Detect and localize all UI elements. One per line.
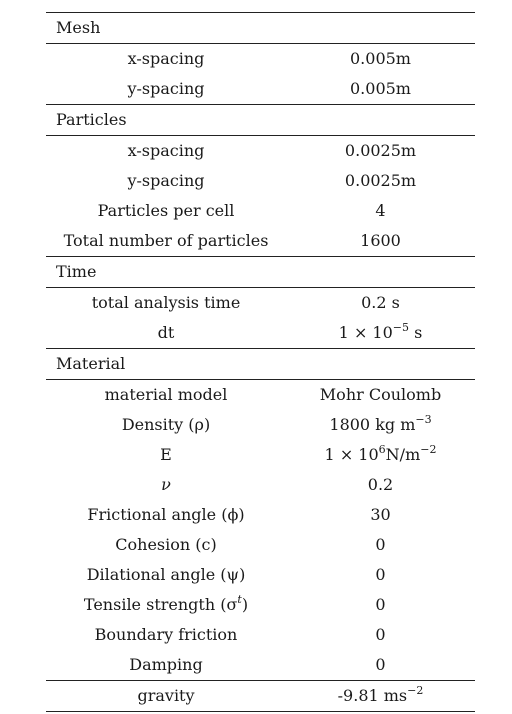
table-row: Density (ρ) 1800 kg m−3 <box>46 410 475 440</box>
row-label: Cohesion (c) <box>115 535 217 554</box>
table-row: x-spacing 0.0025m <box>46 135 475 166</box>
row-value: 4 <box>375 201 386 220</box>
table-row: Boundary friction 0 <box>46 620 475 650</box>
row-label: Frictional angle (ϕ) <box>87 505 245 524</box>
row-label: Particles per cell <box>97 201 235 220</box>
value-exponent: 6 <box>378 442 386 456</box>
row-value: 0.2 s <box>286 287 475 318</box>
value-base: 1800 kg m <box>329 415 416 434</box>
table-row: Total number of particles 1600 <box>46 226 475 257</box>
row-value: 0 <box>375 625 386 644</box>
section-header-time: Time <box>46 256 475 288</box>
label-base: Tensile strength (σ <box>83 595 238 614</box>
row-value: 0 <box>375 595 386 614</box>
row-value: 0.005m <box>286 43 475 74</box>
row-label: E <box>160 445 172 464</box>
label-exponent: t <box>237 592 242 606</box>
value-exponent: −2 <box>407 683 424 697</box>
row-value: 1800 kg m−3 <box>286 410 475 440</box>
value-base: 1 × 10 <box>338 323 393 342</box>
row-value: 1 × 106N/m−2 <box>286 440 475 470</box>
section-header-material: Material <box>46 348 475 380</box>
table-row: E 1 × 106N/m−2 <box>46 440 475 470</box>
table-row: dt 1 × 10−5 s <box>46 318 475 349</box>
row-label: gravity <box>46 680 286 712</box>
table-row: Tensile strength (σt) 0 <box>46 590 475 620</box>
row-value: Mohr Coulomb <box>286 379 475 410</box>
row-value: 0.0025m <box>344 171 417 190</box>
label-tail: ) <box>241 595 249 614</box>
row-label: Tensile strength (σt) <box>46 590 286 620</box>
table-row: Cohesion (c) 0 <box>46 530 475 560</box>
row-label: material model <box>46 379 286 410</box>
row-value: 0.005m <box>350 79 411 98</box>
row-value: 0 <box>375 535 386 554</box>
section-title: Time <box>46 256 475 288</box>
row-label: Density (ρ) <box>121 415 211 434</box>
value-exponent: −5 <box>392 320 410 334</box>
table-row: Frictional angle (ϕ) 30 <box>46 500 475 530</box>
table-row: ν 0.2 <box>46 470 475 500</box>
row-value: 1600 <box>360 231 401 250</box>
table-row-gravity: gravity -9.81 ms−2 <box>46 680 475 712</box>
table-row: Dilational angle (ψ) 0 <box>46 560 475 590</box>
section-title: Material <box>46 348 475 380</box>
row-value: 0.0025m <box>286 135 475 166</box>
table-row: y-spacing 0.0025m <box>46 166 475 196</box>
row-label: Boundary friction <box>94 625 238 644</box>
row-label: Damping <box>129 655 203 674</box>
row-value: 30 <box>370 505 391 524</box>
parameters-table: Mesh x-spacing 0.005m y-spacing 0.005m P… <box>46 12 475 712</box>
table-row: x-spacing 0.005m <box>46 43 475 74</box>
section-title: Particles <box>46 104 475 136</box>
row-value: 0.2 <box>367 475 394 494</box>
row-label: y-spacing <box>127 171 205 190</box>
value-unit: s <box>409 323 423 342</box>
table-row: total analysis time 0.2 s <box>46 287 475 318</box>
parameters-table-container: Mesh x-spacing 0.005m y-spacing 0.005m P… <box>46 12 475 712</box>
value-unit-exponent: −2 <box>420 442 437 456</box>
row-value: -9.81 ms−2 <box>286 680 475 712</box>
row-value: 0 <box>375 565 386 584</box>
row-label: x-spacing <box>46 43 286 74</box>
row-value: 0 <box>375 655 386 674</box>
section-title: Mesh <box>46 12 475 44</box>
row-label: x-spacing <box>46 135 286 166</box>
row-label: total analysis time <box>46 287 286 318</box>
row-value: 1 × 10−5 s <box>286 318 475 349</box>
value-unit: N/m <box>385 445 421 464</box>
section-header-mesh: Mesh <box>46 12 475 44</box>
value-base: -9.81 ms <box>337 686 408 705</box>
table-row: Particles per cell 4 <box>46 196 475 226</box>
row-label: Dilational angle (ψ) <box>86 565 246 584</box>
row-label: dt <box>157 323 175 342</box>
row-label: Total number of particles <box>63 231 269 250</box>
table-row: Damping 0 <box>46 650 475 681</box>
value-base: 1 × 10 <box>324 445 379 464</box>
row-label: y-spacing <box>127 79 205 98</box>
row-label: ν <box>161 475 171 494</box>
table-row: material model Mohr Coulomb <box>46 379 475 410</box>
value-exponent: −3 <box>415 412 432 426</box>
section-header-particles: Particles <box>46 104 475 136</box>
table-row: y-spacing 0.005m <box>46 74 475 105</box>
